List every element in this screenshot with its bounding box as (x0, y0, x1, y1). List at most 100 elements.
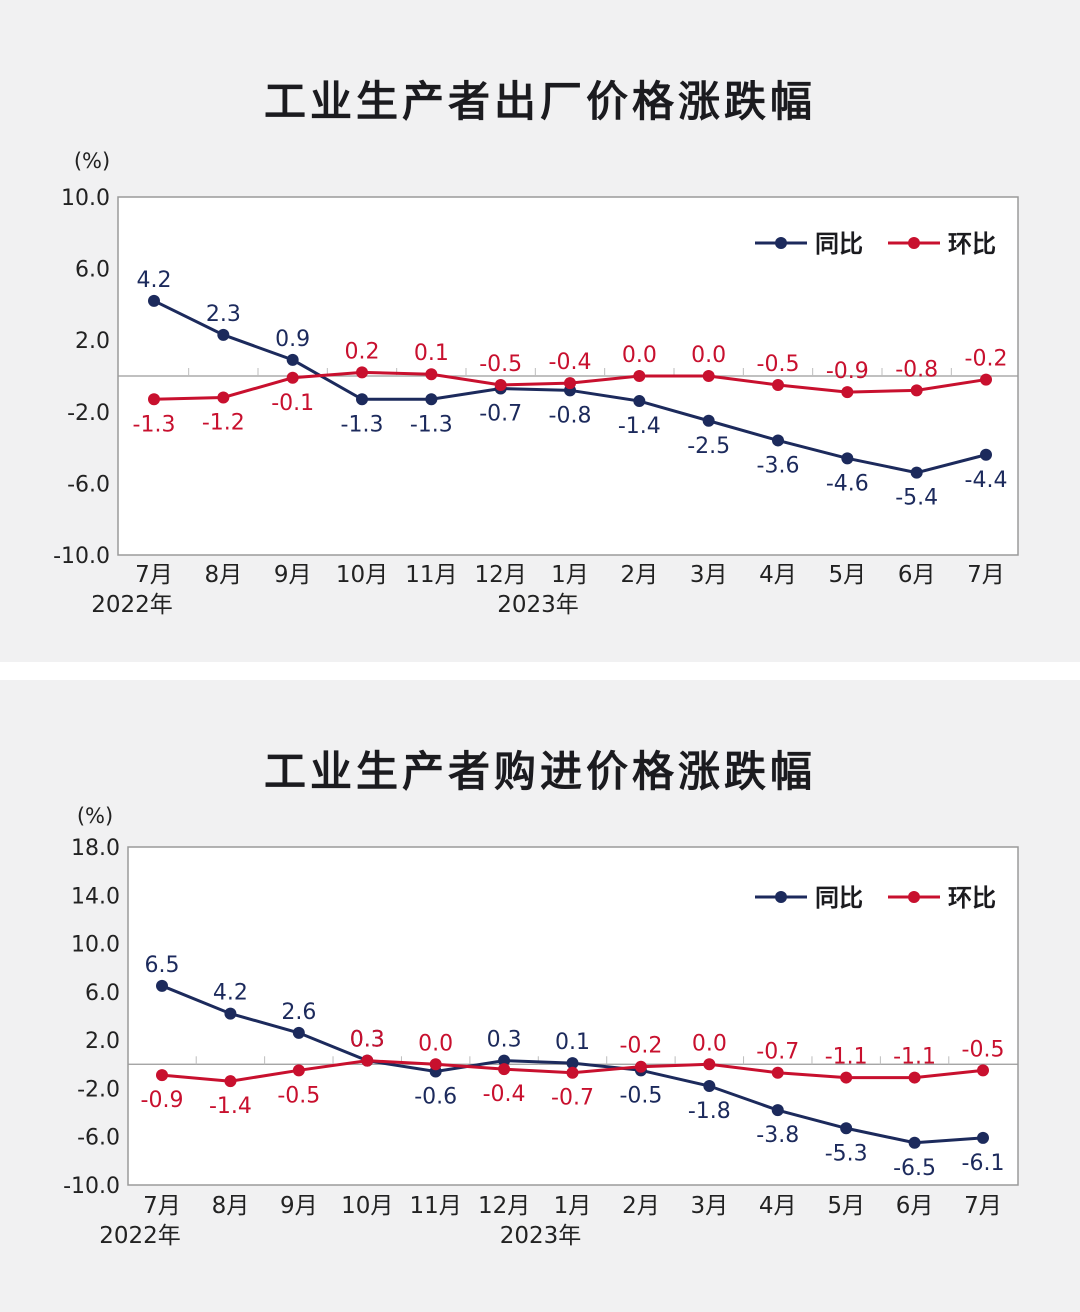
data-point (356, 393, 368, 406)
data-label: -0.8 (895, 357, 938, 382)
data-point (908, 1071, 921, 1084)
data-label: -0.5 (479, 352, 522, 377)
ppi-purchase-line-chart: 18.0 14.0 10.0 6.0 2.0 -2.0 -6.0 -10.0 (%) 7月 8月 9月… (63, 804, 1019, 1249)
data-point (980, 373, 992, 386)
data-label: -1.1 (893, 1045, 936, 1070)
data-point (703, 1058, 716, 1071)
x-tick-label: 2月 (622, 1193, 660, 1219)
data-label: -4.4 (965, 468, 1008, 493)
y-tick-label: 10.0 (71, 933, 120, 958)
year-label: 2023年 (500, 1223, 582, 1249)
x-tick-label: 4月 (759, 1193, 797, 1219)
data-point (977, 1064, 989, 1077)
legend-label: 同比 (815, 884, 863, 912)
x-tick-label: 5月 (827, 1193, 865, 1219)
data-point (771, 1066, 784, 1079)
data-label: -0.5 (962, 1037, 1005, 1062)
x-tick-label: 2月 (621, 562, 659, 588)
data-label: -2.5 (687, 434, 730, 459)
year-label: 2023年 (497, 592, 579, 618)
data-point (217, 391, 230, 404)
data-point (633, 395, 646, 408)
data-point (702, 370, 715, 382)
data-label: 0.3 (487, 1028, 522, 1053)
y-tick-label: 2.0 (75, 329, 110, 354)
data-label: 4.2 (213, 981, 248, 1006)
legend-label: 同比 (815, 230, 863, 258)
data-label: -1.3 (341, 412, 384, 437)
x-tick-label: 4月 (759, 562, 797, 588)
data-point (292, 1026, 305, 1039)
data-point (980, 448, 992, 461)
data-label: -0.2 (619, 1034, 662, 1059)
data-point (977, 1131, 989, 1144)
legend-marker (775, 891, 787, 903)
data-label: 0.1 (555, 1030, 590, 1055)
data-label: -1.1 (825, 1045, 868, 1070)
data-point (910, 466, 923, 479)
data-point (429, 1058, 442, 1071)
legend-label: 环比 (948, 884, 996, 912)
x-tick-label: 3月 (690, 562, 728, 588)
year-label: 2022年 (99, 1223, 181, 1249)
chart-title: 工业生产者购进价格涨跌幅 (263, 747, 816, 796)
ppi-output-line-chart: 10.0 6.0 2.0 -2.0 -6.0 -10.0 (%) 7月 8月 9月 10月 11月 12… (53, 149, 1019, 618)
data-label: 0.0 (691, 343, 726, 368)
legend-marker (775, 237, 787, 249)
data-label: -5.4 (895, 486, 938, 511)
data-point (910, 384, 923, 397)
x-tick-label: 7月 (135, 562, 173, 588)
y-unit-label: (%) (74, 149, 110, 173)
data-label: 0.3 (350, 1028, 385, 1053)
data-label: -3.6 (757, 453, 800, 478)
data-label: -1.4 (618, 414, 661, 439)
x-tick-label: 6月 (898, 562, 936, 588)
data-point (217, 328, 230, 341)
data-label: -6.5 (893, 1156, 936, 1181)
data-label: 2.3 (206, 302, 241, 327)
data-label: -0.9 (826, 359, 869, 384)
x-tick-label: 10月 (341, 1193, 393, 1219)
data-point (841, 386, 854, 399)
data-label: -0.5 (277, 1083, 320, 1108)
y-tick-label: -2.0 (77, 1077, 120, 1102)
x-tick-label: 9月 (280, 1193, 318, 1219)
data-point (564, 377, 576, 390)
data-label: -0.5 (619, 1083, 662, 1108)
plot-area (127, 846, 1019, 1186)
data-point (634, 1060, 647, 1073)
data-label: -0.7 (551, 1086, 594, 1111)
data-label: -5.3 (825, 1141, 868, 1166)
x-tick-label: 7月 (967, 562, 1005, 588)
data-point (224, 1007, 237, 1020)
y-tick-label: 6.0 (75, 258, 110, 283)
data-label: -1.8 (688, 1099, 731, 1124)
ppi-output-chart-panel: 工业生产者出厂价格涨跌幅 10.0 6.0 2.0 -2.0 -6.0 -10.0 (%) 7… (0, 0, 1080, 662)
x-tick-label: 5月 (829, 562, 867, 588)
data-point (772, 434, 784, 447)
data-point (156, 979, 168, 992)
data-point (633, 370, 646, 382)
data-label: -0.6 (414, 1085, 457, 1110)
x-tick-label: 9月 (274, 562, 312, 588)
x-tick-label: 8月 (212, 1193, 250, 1219)
data-point (286, 353, 299, 366)
y-tick-label: 18.0 (71, 836, 120, 861)
data-label: -1.3 (133, 412, 176, 437)
x-tick-label: 12月 (475, 562, 527, 588)
data-point (361, 1054, 374, 1067)
data-point (494, 378, 507, 391)
data-label: 0.0 (692, 1031, 727, 1056)
data-point (840, 1122, 853, 1135)
y-tick-label: -10.0 (63, 1174, 120, 1199)
data-label: 0.9 (275, 327, 310, 352)
y-tick-label: 14.0 (71, 884, 120, 909)
data-point (356, 366, 368, 379)
data-point (148, 393, 160, 406)
data-point (566, 1057, 579, 1070)
chart-title: 工业生产者出厂价格涨跌幅 (263, 77, 816, 126)
data-label: 2.6 (281, 1000, 316, 1025)
x-tick-label: 7月 (143, 1193, 181, 1219)
x-tick-label: 3月 (691, 1193, 729, 1219)
data-label: -3.8 (756, 1123, 799, 1148)
